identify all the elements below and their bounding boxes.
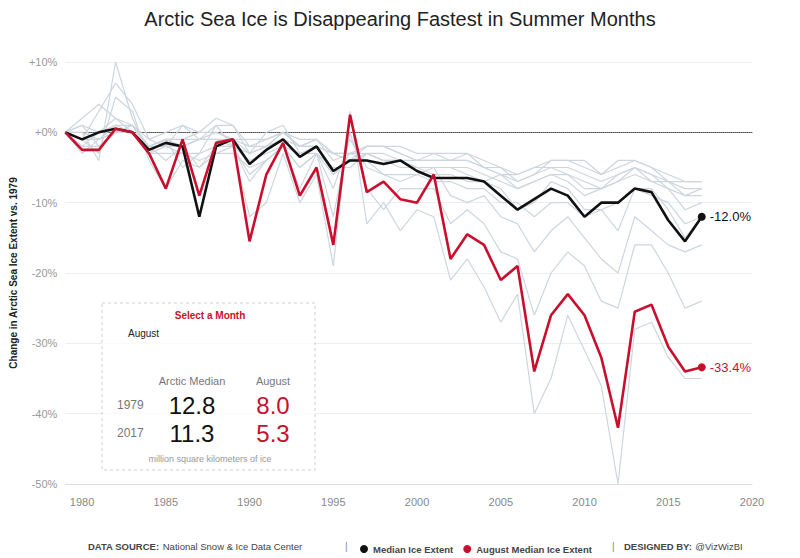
svg-text:1980: 1980 (70, 496, 94, 508)
svg-text:Median Ice Extent: Median Ice Extent (373, 544, 454, 555)
svg-text:+0%: +0% (35, 126, 58, 138)
svg-text:1979: 1979 (117, 398, 144, 412)
svg-text:2010: 2010 (572, 496, 596, 508)
svg-text:1985: 1985 (154, 496, 178, 508)
svg-text:2015: 2015 (656, 496, 680, 508)
svg-text:|: | (345, 541, 348, 552)
svg-text:million square kilometers of i: million square kilometers of ice (148, 454, 271, 464)
svg-text:2020: 2020 (740, 496, 764, 508)
svg-text:@VizWizBI: @VizWizBI (695, 541, 742, 552)
svg-text:August: August (128, 328, 159, 339)
svg-text:5.3: 5.3 (256, 420, 289, 447)
svg-text:1990: 1990 (237, 496, 261, 508)
svg-text:Change in Arctic Sea Ice Exten: Change in Arctic Sea Ice Extent vs. 1979 (8, 177, 19, 369)
svg-text:+10%: +10% (29, 56, 58, 68)
svg-text:8.0: 8.0 (256, 392, 289, 419)
svg-text:-20%: -20% (32, 267, 58, 279)
svg-text:Select a Month: Select a Month (175, 310, 246, 321)
svg-text:-10%: -10% (32, 197, 58, 209)
svg-text:11.3: 11.3 (170, 420, 215, 447)
svg-text:|: | (612, 541, 615, 552)
svg-text:2000: 2000 (405, 496, 429, 508)
svg-text:DESIGNED BY:: DESIGNED BY: (624, 541, 692, 552)
svg-text:-30%: -30% (32, 337, 58, 349)
svg-text:DATA SOURCE:: DATA SOURCE: (88, 541, 159, 552)
svg-text:2005: 2005 (489, 496, 513, 508)
svg-text:August Median Ice Extent: August Median Ice Extent (476, 544, 592, 555)
svg-text:2017: 2017 (117, 426, 144, 440)
svg-text:-12.0%: -12.0% (710, 209, 752, 224)
svg-text:1995: 1995 (321, 496, 345, 508)
svg-text:-50%: -50% (32, 478, 58, 490)
svg-text:-40%: -40% (32, 408, 58, 420)
svg-text:-33.4%: -33.4% (710, 360, 752, 375)
svg-text:Arctic Sea Ice is Disappearing: Arctic Sea Ice is Disappearing Fastest i… (144, 8, 655, 30)
svg-text:August: August (256, 375, 290, 387)
svg-text:12.8: 12.8 (169, 392, 216, 419)
svg-text:Arctic Median: Arctic Median (159, 375, 226, 387)
svg-text:National Snow & Ice Data Cente: National Snow & Ice Data Center (163, 541, 302, 552)
